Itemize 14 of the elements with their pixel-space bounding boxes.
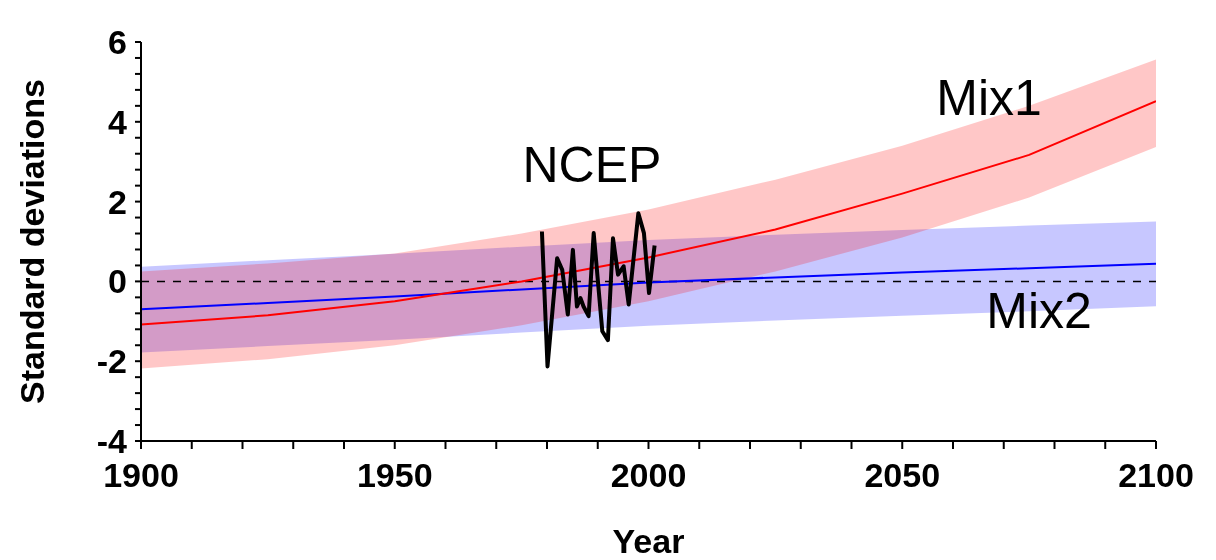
y-axis-title: Standard deviations	[13, 79, 52, 404]
series-label: NCEP	[522, 136, 662, 193]
y-tick-label: -2	[96, 342, 127, 381]
x-tick-label: 2000	[610, 456, 687, 495]
x-tick-label: 2100	[1118, 456, 1194, 495]
y-tick-label: 0	[108, 262, 127, 301]
series-label: Mix1	[936, 69, 1042, 126]
y-tick-label: 4	[108, 102, 128, 141]
y-tick-label: 2	[108, 182, 127, 221]
series-label: Mix2	[986, 283, 1092, 340]
y-tick-label: 6	[108, 23, 127, 62]
x-axis-title: Year	[612, 522, 685, 560]
x-tick-label: 2050	[864, 456, 941, 495]
x-tick-label: 1950	[356, 456, 433, 495]
